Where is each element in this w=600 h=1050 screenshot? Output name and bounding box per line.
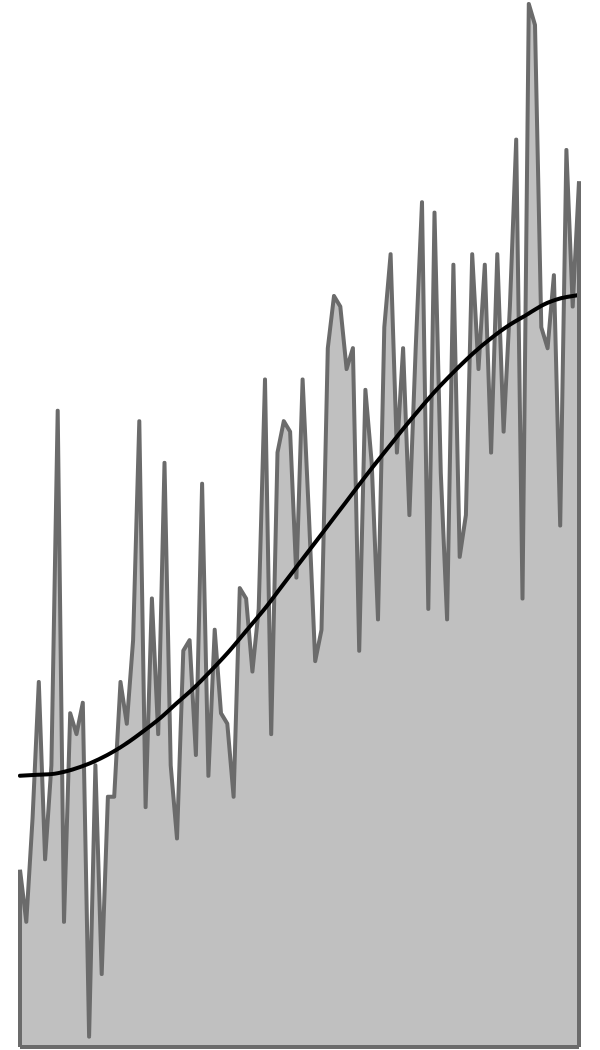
trend-series [18,293,581,778]
area-series [18,2,581,1047]
trend-line [18,293,581,778]
area-series-line [18,2,581,1039]
